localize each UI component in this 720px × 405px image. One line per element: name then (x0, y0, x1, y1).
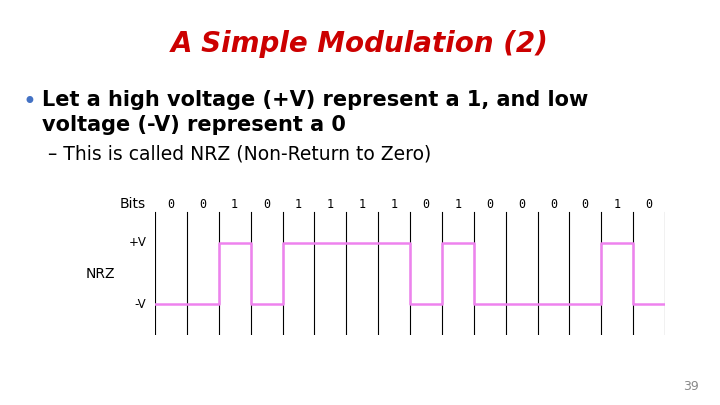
Text: 0: 0 (486, 198, 493, 211)
Text: 0: 0 (167, 198, 174, 211)
Text: 0: 0 (582, 198, 589, 211)
Text: Bits: Bits (120, 197, 145, 211)
Text: 1: 1 (454, 198, 462, 211)
Text: 0: 0 (423, 198, 430, 211)
Text: 39: 39 (683, 380, 698, 393)
Text: 0: 0 (199, 198, 207, 211)
Text: Let a high voltage (+V) represent a 1, and low: Let a high voltage (+V) represent a 1, a… (42, 90, 588, 110)
Text: +V: +V (128, 237, 146, 249)
Text: A Simple Modulation (2): A Simple Modulation (2) (171, 30, 549, 58)
Text: 1: 1 (295, 198, 302, 211)
Text: 0: 0 (263, 198, 270, 211)
Text: voltage (-V) represent a 0: voltage (-V) represent a 0 (42, 115, 346, 135)
Text: 1: 1 (231, 198, 238, 211)
Text: 1: 1 (390, 198, 397, 211)
Text: 0: 0 (550, 198, 557, 211)
Text: -V: -V (135, 298, 146, 311)
Text: 1: 1 (359, 198, 366, 211)
Text: – This is called NRZ (Non-Return to Zero): – This is called NRZ (Non-Return to Zero… (48, 145, 431, 164)
Text: NRZ: NRZ (86, 266, 115, 281)
Text: 0: 0 (518, 198, 525, 211)
Text: •: • (22, 90, 36, 114)
Text: 1: 1 (327, 198, 334, 211)
Text: 1: 1 (613, 198, 621, 211)
Text: 0: 0 (646, 198, 652, 211)
